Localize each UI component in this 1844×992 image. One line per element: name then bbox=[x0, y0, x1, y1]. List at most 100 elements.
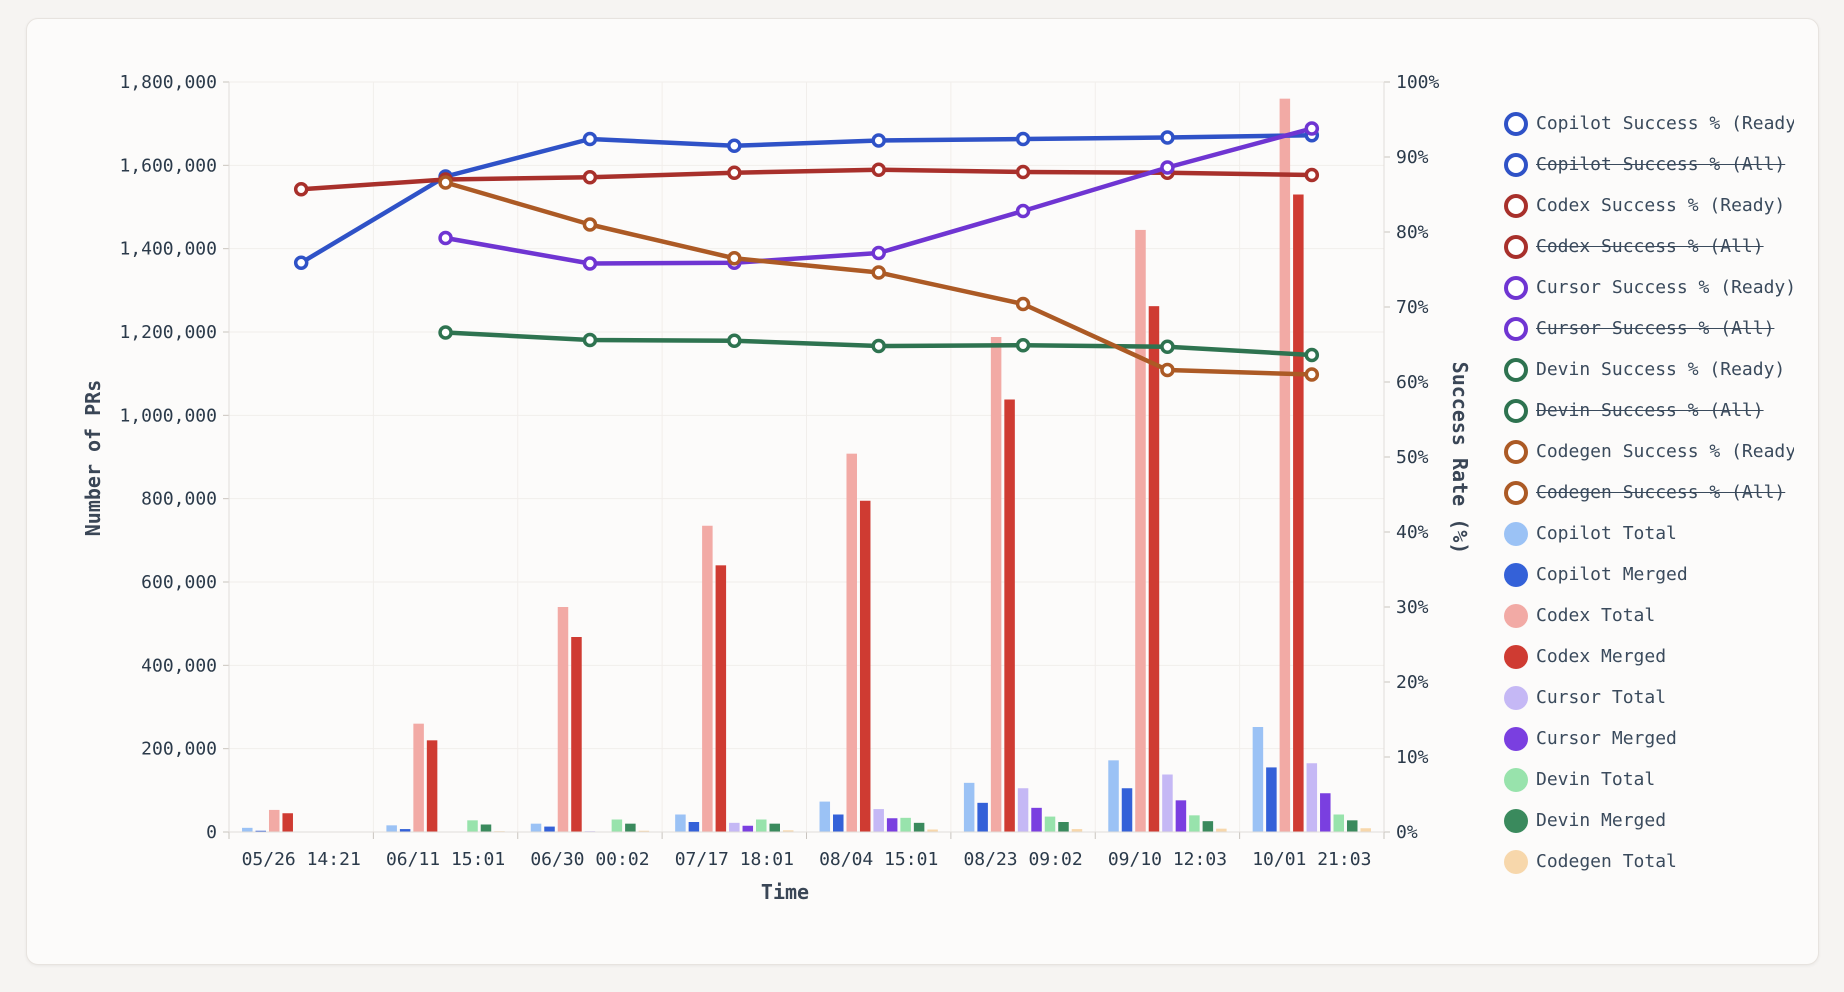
legend-item[interactable]: Devin Merged bbox=[1504, 800, 1794, 841]
bar-codex-merged bbox=[1004, 399, 1015, 832]
legend-item[interactable]: Cursor Merged bbox=[1504, 718, 1794, 759]
legend-swatch bbox=[1504, 767, 1528, 792]
legend-item[interactable]: Devin Success % (All) bbox=[1504, 390, 1794, 431]
legend-label: Codegen Success % (Ready) bbox=[1536, 441, 1794, 462]
bar-cursor-merged bbox=[886, 818, 898, 832]
legend-item[interactable]: Devin Success % (Ready) bbox=[1504, 349, 1794, 390]
legend-swatch bbox=[1504, 316, 1528, 341]
x-tick-label: 05/26 14:21 bbox=[242, 849, 361, 870]
legend-item[interactable]: Codex Total bbox=[1504, 595, 1794, 636]
x-tick-label: 06/11 15:01 bbox=[386, 849, 505, 870]
y-right-tick-label: 70% bbox=[1396, 297, 1429, 318]
bar-devin-merged bbox=[769, 823, 780, 832]
legend-item[interactable]: Codegen Total bbox=[1504, 841, 1794, 882]
bar-cursor-total bbox=[1162, 774, 1173, 832]
bar-codegen-total bbox=[927, 829, 938, 832]
legend-swatch bbox=[1504, 398, 1528, 423]
legend-swatch bbox=[1504, 726, 1528, 751]
bar-cursor-merged bbox=[1175, 800, 1187, 832]
point-codex-success-ready bbox=[871, 162, 886, 177]
point-cursor-success-ready bbox=[871, 245, 886, 261]
line-cursor-success-ready bbox=[443, 126, 1315, 266]
y-left-tick-label: 1,600,000 bbox=[119, 155, 217, 176]
bar-devin-total bbox=[467, 820, 478, 832]
bar-devin-merged bbox=[480, 824, 492, 832]
legend-item[interactable]: Codex Merged bbox=[1504, 636, 1794, 677]
legend-item[interactable]: Copilot Total bbox=[1504, 513, 1794, 554]
legend-label: Codex Total bbox=[1536, 605, 1656, 626]
bar-copilot-merged bbox=[833, 814, 844, 832]
bar-codex-total bbox=[702, 525, 713, 832]
legend-swatch bbox=[1504, 111, 1528, 136]
point-copilot-success-ready bbox=[727, 138, 742, 153]
point-codegen-success-ready bbox=[438, 175, 453, 190]
bar-codex-total bbox=[1279, 98, 1291, 832]
bar-cursor-total bbox=[729, 822, 740, 832]
legend-item[interactable]: Codegen Success % (Ready) bbox=[1504, 431, 1794, 472]
y-right-tick-label: 100% bbox=[1396, 72, 1440, 93]
bar-copilot-merged bbox=[1121, 788, 1133, 832]
y-axis-left-title: Number of PRs bbox=[81, 380, 105, 537]
legend-item[interactable]: Codex Success % (All) bbox=[1504, 226, 1794, 267]
point-codegen-success-ready bbox=[727, 251, 742, 266]
y-right-tick-label: 50% bbox=[1396, 447, 1429, 468]
point-devin-success-ready bbox=[1304, 347, 1320, 363]
y-right-tick-label: 90% bbox=[1396, 147, 1429, 168]
y-right-tick-label: 10% bbox=[1396, 747, 1429, 768]
bar-copilot-merged bbox=[977, 802, 988, 832]
legend-item[interactable]: Copilot Merged bbox=[1504, 554, 1794, 595]
legend-swatch bbox=[1504, 275, 1528, 300]
x-tick-label: 08/04 15:01 bbox=[819, 849, 938, 870]
legend-label: Devin Success % (All) bbox=[1536, 400, 1764, 421]
legend-label: Copilot Total bbox=[1536, 523, 1677, 544]
legend-item[interactable]: Codex Success % (Ready) bbox=[1504, 185, 1794, 226]
point-devin-success-ready bbox=[727, 333, 742, 348]
legend-swatch bbox=[1504, 644, 1528, 669]
legend-item[interactable]: Copilot Success % (Ready) bbox=[1504, 103, 1794, 144]
y-right-tick-label: 0% bbox=[1396, 822, 1418, 843]
chart-card: 0 200,000 400,000 600,000 800,000 1,000,000 1,… bbox=[26, 18, 1819, 965]
x-tick-label: 07/17 18:01 bbox=[675, 849, 794, 870]
legend-item[interactable]: Codegen Success % (All) bbox=[1504, 472, 1794, 513]
y-left-tick-label: 200,000 bbox=[141, 739, 217, 760]
point-codegen-success-ready bbox=[582, 217, 598, 232]
point-devin-success-ready bbox=[1160, 339, 1175, 354]
bar-codegen-total bbox=[1360, 828, 1371, 832]
point-copilot-success-ready bbox=[1015, 131, 1031, 147]
bar-copilot-merged bbox=[688, 822, 700, 832]
point-copilot-success-ready bbox=[293, 255, 309, 270]
legend-swatch bbox=[1504, 521, 1528, 546]
legend-label: Devin Merged bbox=[1536, 810, 1667, 831]
bar-cursor-total bbox=[1017, 788, 1029, 832]
bar-codegen-total bbox=[782, 830, 794, 832]
bar-copilot-total bbox=[1252, 727, 1264, 832]
legend-item[interactable]: Cursor Success % (Ready) bbox=[1504, 267, 1794, 308]
legend-item[interactable]: Cursor Total bbox=[1504, 677, 1794, 718]
bar-copilot-merged bbox=[399, 829, 411, 832]
legend-label: Cursor Success % (Ready) bbox=[1536, 277, 1794, 298]
legend-swatch bbox=[1504, 808, 1528, 833]
point-devin-success-ready bbox=[871, 338, 886, 354]
legend-label: Codex Success % (Ready) bbox=[1536, 195, 1786, 216]
point-devin-success-ready bbox=[582, 332, 598, 348]
legend-swatch bbox=[1504, 849, 1528, 874]
y-left-tick-label: 1,400,000 bbox=[119, 239, 217, 260]
legend-item[interactable]: Copilot Success % (All) bbox=[1504, 144, 1794, 185]
bar-codex-total bbox=[990, 337, 1002, 832]
legend-swatch bbox=[1504, 152, 1528, 177]
y-right-tick-label: 30% bbox=[1396, 597, 1429, 618]
x-tick-label: 06/30 00:02 bbox=[530, 849, 649, 870]
bar-codex-merged bbox=[1148, 306, 1160, 833]
legend-item[interactable]: Cursor Success % (All) bbox=[1504, 308, 1794, 349]
line-copilot-success-ready bbox=[298, 133, 1315, 265]
legend-label: Cursor Merged bbox=[1536, 728, 1677, 749]
y-left-tick-label: 400,000 bbox=[141, 655, 217, 676]
lines bbox=[293, 121, 1320, 382]
point-devin-success-ready bbox=[438, 325, 453, 340]
legend-swatch bbox=[1504, 234, 1528, 259]
y-axis-right-title: Success Rate (%) bbox=[1448, 362, 1472, 555]
bar-codex-merged bbox=[282, 813, 293, 832]
legend-item[interactable]: Devin Total bbox=[1504, 759, 1794, 800]
point-copilot-success-ready bbox=[871, 133, 886, 148]
bar-devin-total bbox=[611, 819, 623, 832]
